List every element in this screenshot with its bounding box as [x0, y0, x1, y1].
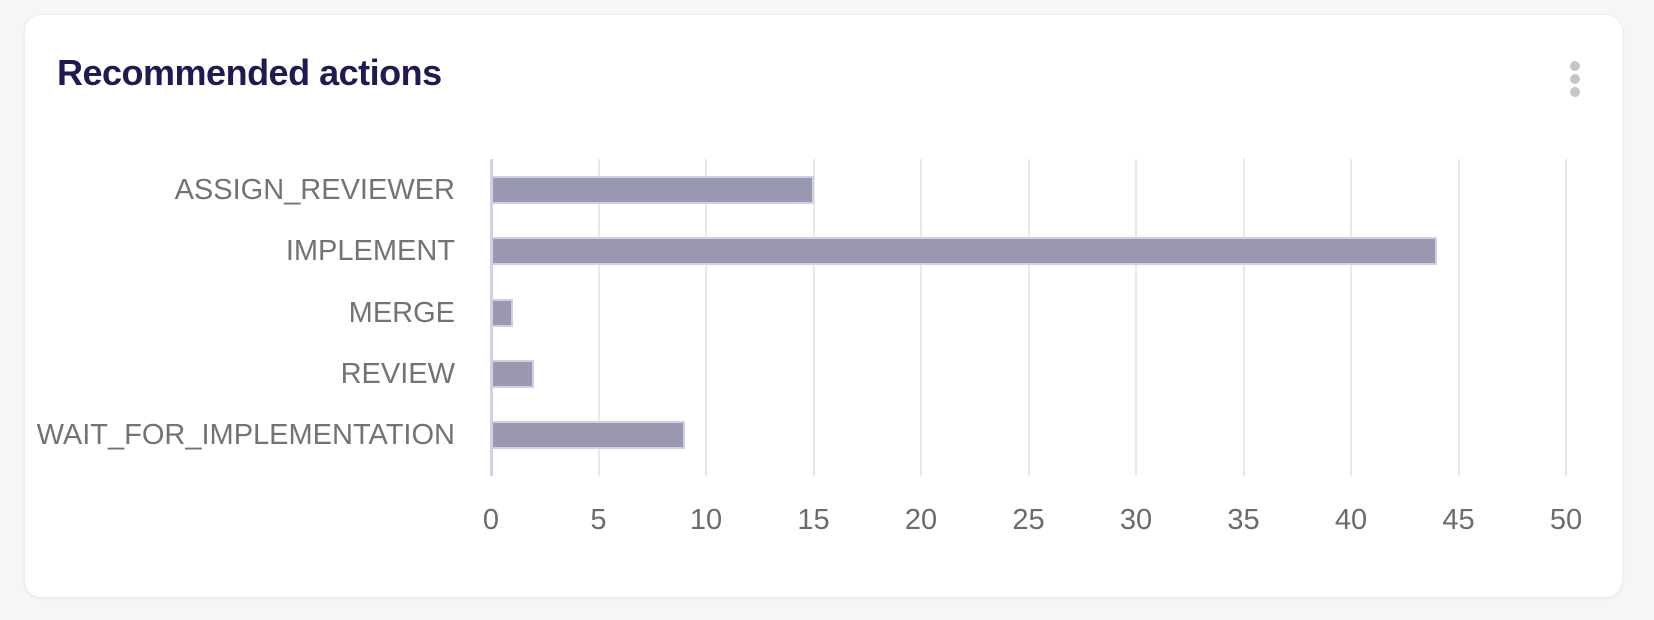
card-title: Recommended actions	[57, 52, 442, 93]
recommended-actions-bar-chart: 0 5 10 15 20 25 30 35 40 45 50 ASSIGN_REVIEWER IMPLE…	[25, 15, 1622, 597]
x-tick-label: 25	[1012, 504, 1045, 536]
recommended-actions-card: Recommended actions 0 5 10 15 20 25 30 35 40 45 50…	[25, 15, 1622, 597]
bar-implement[interactable]	[491, 237, 1437, 266]
kebab-dot	[1570, 87, 1580, 97]
x-tick-label: 45	[1442, 504, 1475, 536]
kebab-menu-icon[interactable]	[1566, 57, 1584, 101]
x-gridline	[597, 159, 600, 476]
x-tick-label: 20	[904, 504, 938, 536]
x-gridline	[1350, 159, 1352, 476]
x-gridline	[1242, 159, 1245, 476]
x-gridline	[812, 159, 815, 476]
x-gridline	[705, 159, 707, 476]
category-label: REVIEW	[340, 357, 455, 390]
x-gridline	[1565, 159, 1567, 476]
x-tick-label: 0	[482, 504, 500, 536]
kebab-dot	[1570, 74, 1580, 84]
category-label: MERGE	[348, 296, 455, 329]
x-tick-label: 40	[1334, 504, 1368, 536]
x-gridline	[920, 159, 922, 476]
x-tick-label: 50	[1549, 504, 1583, 536]
x-tick-label: 30	[1119, 504, 1153, 536]
bar-wait_for_implementation[interactable]	[491, 421, 685, 450]
x-tick-label: 15	[797, 504, 830, 536]
category-label: WAIT_FOR_IMPLEMENTATION	[36, 419, 455, 452]
bar-merge[interactable]	[491, 298, 513, 327]
category-label: ASSIGN_REVIEWER	[174, 173, 455, 206]
category-label: IMPLEMENT	[285, 235, 455, 268]
x-tick-label: 5	[590, 504, 607, 536]
x-tick-label: 35	[1227, 504, 1260, 536]
x-gridline	[1457, 159, 1460, 476]
bar-review[interactable]	[491, 359, 534, 388]
x-gridline	[1027, 159, 1030, 476]
bar-assign_reviewer[interactable]	[491, 175, 814, 204]
kebab-dot	[1570, 61, 1580, 71]
x-tick-label: 10	[689, 504, 723, 536]
x-gridline	[1135, 159, 1137, 476]
